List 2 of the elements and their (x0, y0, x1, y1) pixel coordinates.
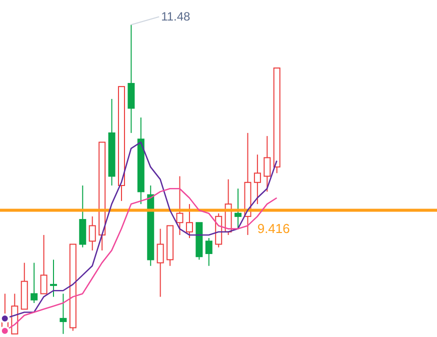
text: 11.48 (161, 10, 191, 24)
annotation: 9.416 (257, 221, 290, 236)
